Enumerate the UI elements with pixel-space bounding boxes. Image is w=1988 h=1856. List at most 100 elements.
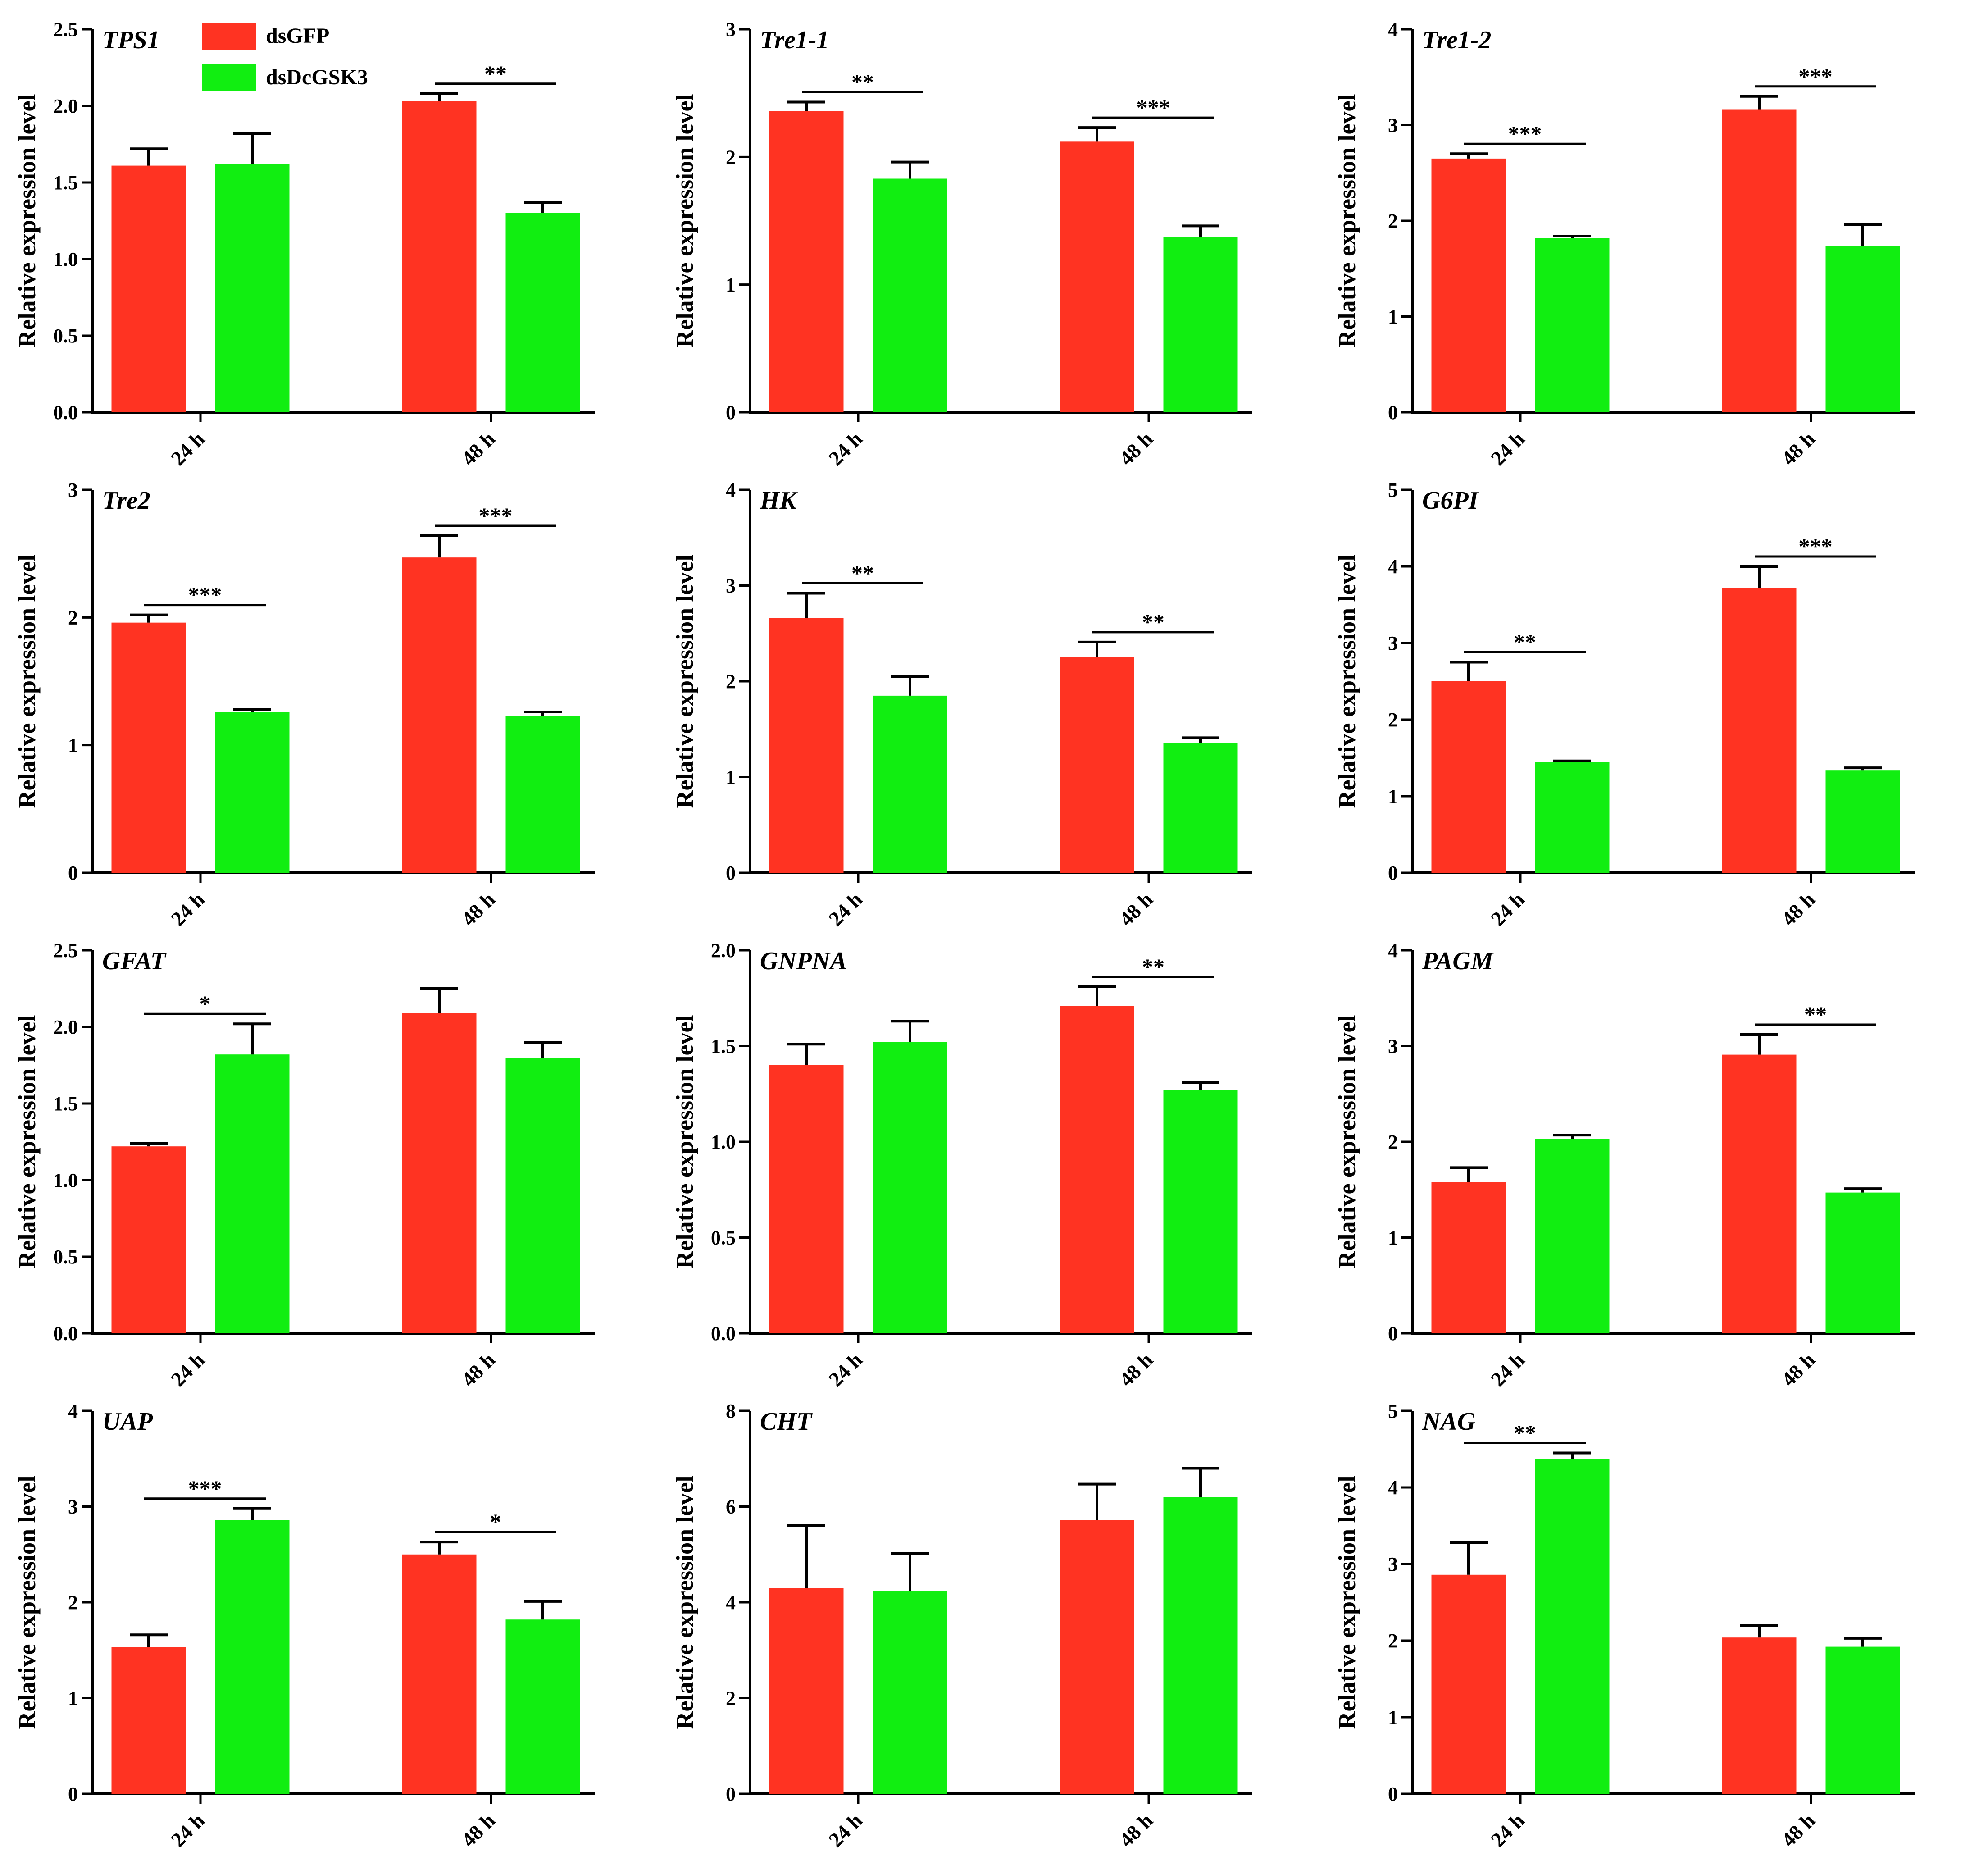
y-tick-label: 0 [726, 862, 736, 884]
y-tick-label: 8 [726, 1400, 736, 1422]
legend-swatch-dsdcgsk3 [202, 64, 256, 91]
y-tick-label: 3 [726, 18, 736, 41]
x-category-label: 24 h [166, 427, 209, 470]
bar-dsgfp [769, 1588, 844, 1794]
significance-label: *** [1799, 534, 1833, 559]
y-tick-label: 1 [1388, 306, 1398, 328]
y-tick-label: 4 [1388, 18, 1398, 41]
bar-dsgfp [769, 1065, 844, 1333]
y-tick-label: 3 [1388, 114, 1398, 137]
y-tick-label: 1 [1388, 785, 1398, 807]
y-tick-label: 0 [1388, 1783, 1398, 1805]
significance-label: * [200, 991, 211, 1016]
panel-title: PAGM [1422, 947, 1494, 975]
bar-dsdcgsk3 [873, 696, 947, 873]
y-tick-label: 1 [726, 766, 736, 789]
bar-dsgfp [402, 101, 477, 412]
y-axis-label: Relative expression level [14, 555, 41, 808]
y-tick-label: 0.0 [53, 1322, 78, 1345]
y-tick-label: 2 [1388, 1630, 1398, 1652]
y-tick-label: 1.0 [711, 1131, 736, 1153]
y-tick-label: 2 [1388, 709, 1398, 731]
panel-title: Tre1-2 [1422, 26, 1491, 54]
bar-dsdcgsk3 [215, 1520, 290, 1794]
y-tick-label: 5 [1388, 479, 1398, 501]
bar-dsgfp [112, 166, 186, 412]
bar-dsdcgsk3 [506, 716, 580, 873]
y-axis-label: Relative expression level [1333, 1476, 1360, 1729]
significance-label: ** [1514, 629, 1536, 655]
y-tick-label: 3 [726, 575, 736, 597]
y-tick-label: 1 [1388, 1706, 1398, 1728]
bar-dsdcgsk3 [1826, 1647, 1900, 1794]
bar-dsgfp [112, 623, 186, 873]
y-axis-label: Relative expression level [1333, 94, 1360, 348]
bar-dsdcgsk3 [1535, 238, 1610, 412]
y-tick-label: 0 [726, 401, 736, 424]
significance-label: *** [1137, 95, 1170, 120]
y-tick-label: 5 [1388, 1400, 1398, 1422]
y-axis-label: Relative expression level [1333, 1015, 1360, 1269]
bar-dsdcgsk3 [1164, 1090, 1238, 1333]
y-tick-label: 2 [726, 146, 736, 168]
y-tick-label: 3 [1388, 1035, 1398, 1058]
bar-dsdcgsk3 [1164, 1497, 1238, 1794]
y-tick-label: 2 [68, 607, 78, 629]
bar-dsgfp [1432, 1182, 1506, 1333]
x-category-label: 24 h [166, 1809, 209, 1851]
bar-dsgfp [769, 618, 844, 873]
bar-dsdcgsk3 [1164, 237, 1238, 412]
x-category-label: 24 h [824, 427, 867, 470]
y-tick-label: 1.5 [53, 172, 78, 194]
chart-panel-tre1-2: 01234Relative expression levelTre1-224 h… [1333, 18, 1915, 470]
x-category-label: 24 h [166, 1348, 209, 1391]
y-tick-label: 0 [68, 1783, 78, 1805]
y-tick-label: 4 [726, 479, 736, 501]
significance-label: *** [479, 503, 513, 528]
significance-label: *** [188, 582, 222, 607]
panel-title: Tre1-1 [760, 26, 829, 54]
bar-dsdcgsk3 [1826, 1193, 1900, 1333]
bar-dsgfp [1722, 1055, 1797, 1333]
x-category-label: 24 h [166, 888, 209, 930]
bar-dsgfp [112, 1647, 186, 1794]
y-tick-label: 2 [1388, 210, 1398, 232]
y-tick-label: 1 [68, 1687, 78, 1710]
chart-panel-pagm: 01234Relative expression levelPAGM24 h 48… [1333, 939, 1915, 1391]
y-axis-label: Relative expression level [14, 94, 41, 348]
y-tick-label: 1.0 [53, 1169, 78, 1191]
bar-dsdcgsk3 [1535, 762, 1610, 873]
bar-dsgfp [1060, 1520, 1134, 1794]
bar-dsdcgsk3 [215, 1054, 290, 1333]
x-category-label: 48 h [1777, 888, 1820, 930]
y-tick-label: 4 [1388, 939, 1398, 962]
x-category-label: 48 h [457, 888, 500, 930]
x-category-label: 24 h [824, 888, 867, 930]
y-tick-label: 3 [68, 1496, 78, 1518]
y-axis-label: Relative expression level [671, 555, 698, 808]
panel-title: TPS1 [102, 26, 160, 54]
y-tick-label: 2 [68, 1592, 78, 1614]
significance-label: ** [1142, 609, 1165, 634]
bar-dsgfp [1060, 1006, 1134, 1333]
bar-dsgfp [1722, 588, 1797, 873]
y-tick-label: 6 [726, 1496, 736, 1518]
y-tick-label: 2.5 [53, 939, 78, 962]
chart-panel-nag: 012345Relative expression levelNAG24 h**… [1333, 1400, 1915, 1851]
chart-panel-g6pi: 012345Relative expression levelG6PI24 h*… [1333, 479, 1915, 930]
y-tick-label: 0 [68, 862, 78, 884]
chart-panel-gfat: 0.0 0.5 1.0 1.5 2.0 2.5 Relative expression le… [14, 939, 595, 1391]
y-tick-label: 2 [726, 670, 736, 693]
y-axis-label: Relative expression level [14, 1015, 41, 1269]
chart-panel-hk: 0 1 2 3 4 Relative expression level HK 24 h ** 48… [671, 479, 1252, 930]
y-tick-label: 3 [1388, 1553, 1398, 1575]
x-category-label: 48 h [1115, 1809, 1157, 1851]
bar-dsdcgsk3 [215, 712, 290, 873]
x-category-label: 48 h [1115, 888, 1157, 930]
panel-title: NAG [1422, 1408, 1475, 1436]
legend-swatch-dsgfp [202, 23, 256, 50]
y-tick-label: 2.0 [711, 939, 736, 962]
bar-dsdcgsk3 [506, 1619, 580, 1794]
bar-dsdcgsk3 [215, 164, 290, 412]
bar-dsdcgsk3 [1826, 770, 1900, 873]
